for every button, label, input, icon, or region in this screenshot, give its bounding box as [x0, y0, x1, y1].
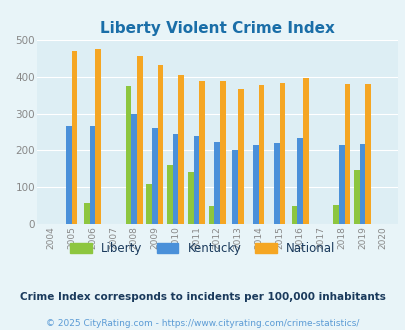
Bar	[273, 143, 279, 224]
Bar	[178, 75, 183, 224]
Bar	[338, 145, 344, 224]
Bar	[167, 165, 173, 224]
Bar	[199, 82, 205, 224]
Bar	[258, 85, 264, 224]
Bar	[188, 172, 193, 224]
Bar	[95, 49, 101, 224]
Legend: Liberty, Kentucky, National: Liberty, Kentucky, National	[66, 237, 339, 260]
Bar	[66, 126, 72, 224]
Bar	[157, 65, 163, 224]
Bar	[146, 184, 152, 224]
Title: Liberty Violent Crime Index: Liberty Violent Crime Index	[100, 21, 334, 36]
Bar	[72, 51, 77, 224]
Bar	[136, 56, 142, 224]
Bar	[152, 128, 157, 224]
Bar	[237, 89, 243, 224]
Bar	[344, 84, 350, 224]
Bar	[303, 78, 308, 224]
Bar	[173, 134, 178, 224]
Bar	[220, 82, 225, 224]
Bar	[297, 138, 303, 224]
Bar	[353, 170, 359, 224]
Bar	[90, 126, 95, 224]
Bar	[291, 206, 297, 224]
Text: © 2025 CityRating.com - https://www.cityrating.com/crime-statistics/: © 2025 CityRating.com - https://www.city…	[46, 319, 359, 328]
Bar	[84, 203, 90, 224]
Bar	[126, 86, 131, 224]
Bar	[131, 114, 136, 224]
Bar	[193, 136, 199, 224]
Bar	[232, 150, 237, 224]
Bar	[359, 144, 364, 224]
Bar	[333, 205, 338, 224]
Bar	[252, 145, 258, 224]
Bar	[208, 206, 214, 224]
Bar	[279, 83, 284, 224]
Bar	[214, 142, 220, 224]
Text: Crime Index corresponds to incidents per 100,000 inhabitants: Crime Index corresponds to incidents per…	[20, 292, 385, 302]
Bar	[364, 84, 370, 224]
